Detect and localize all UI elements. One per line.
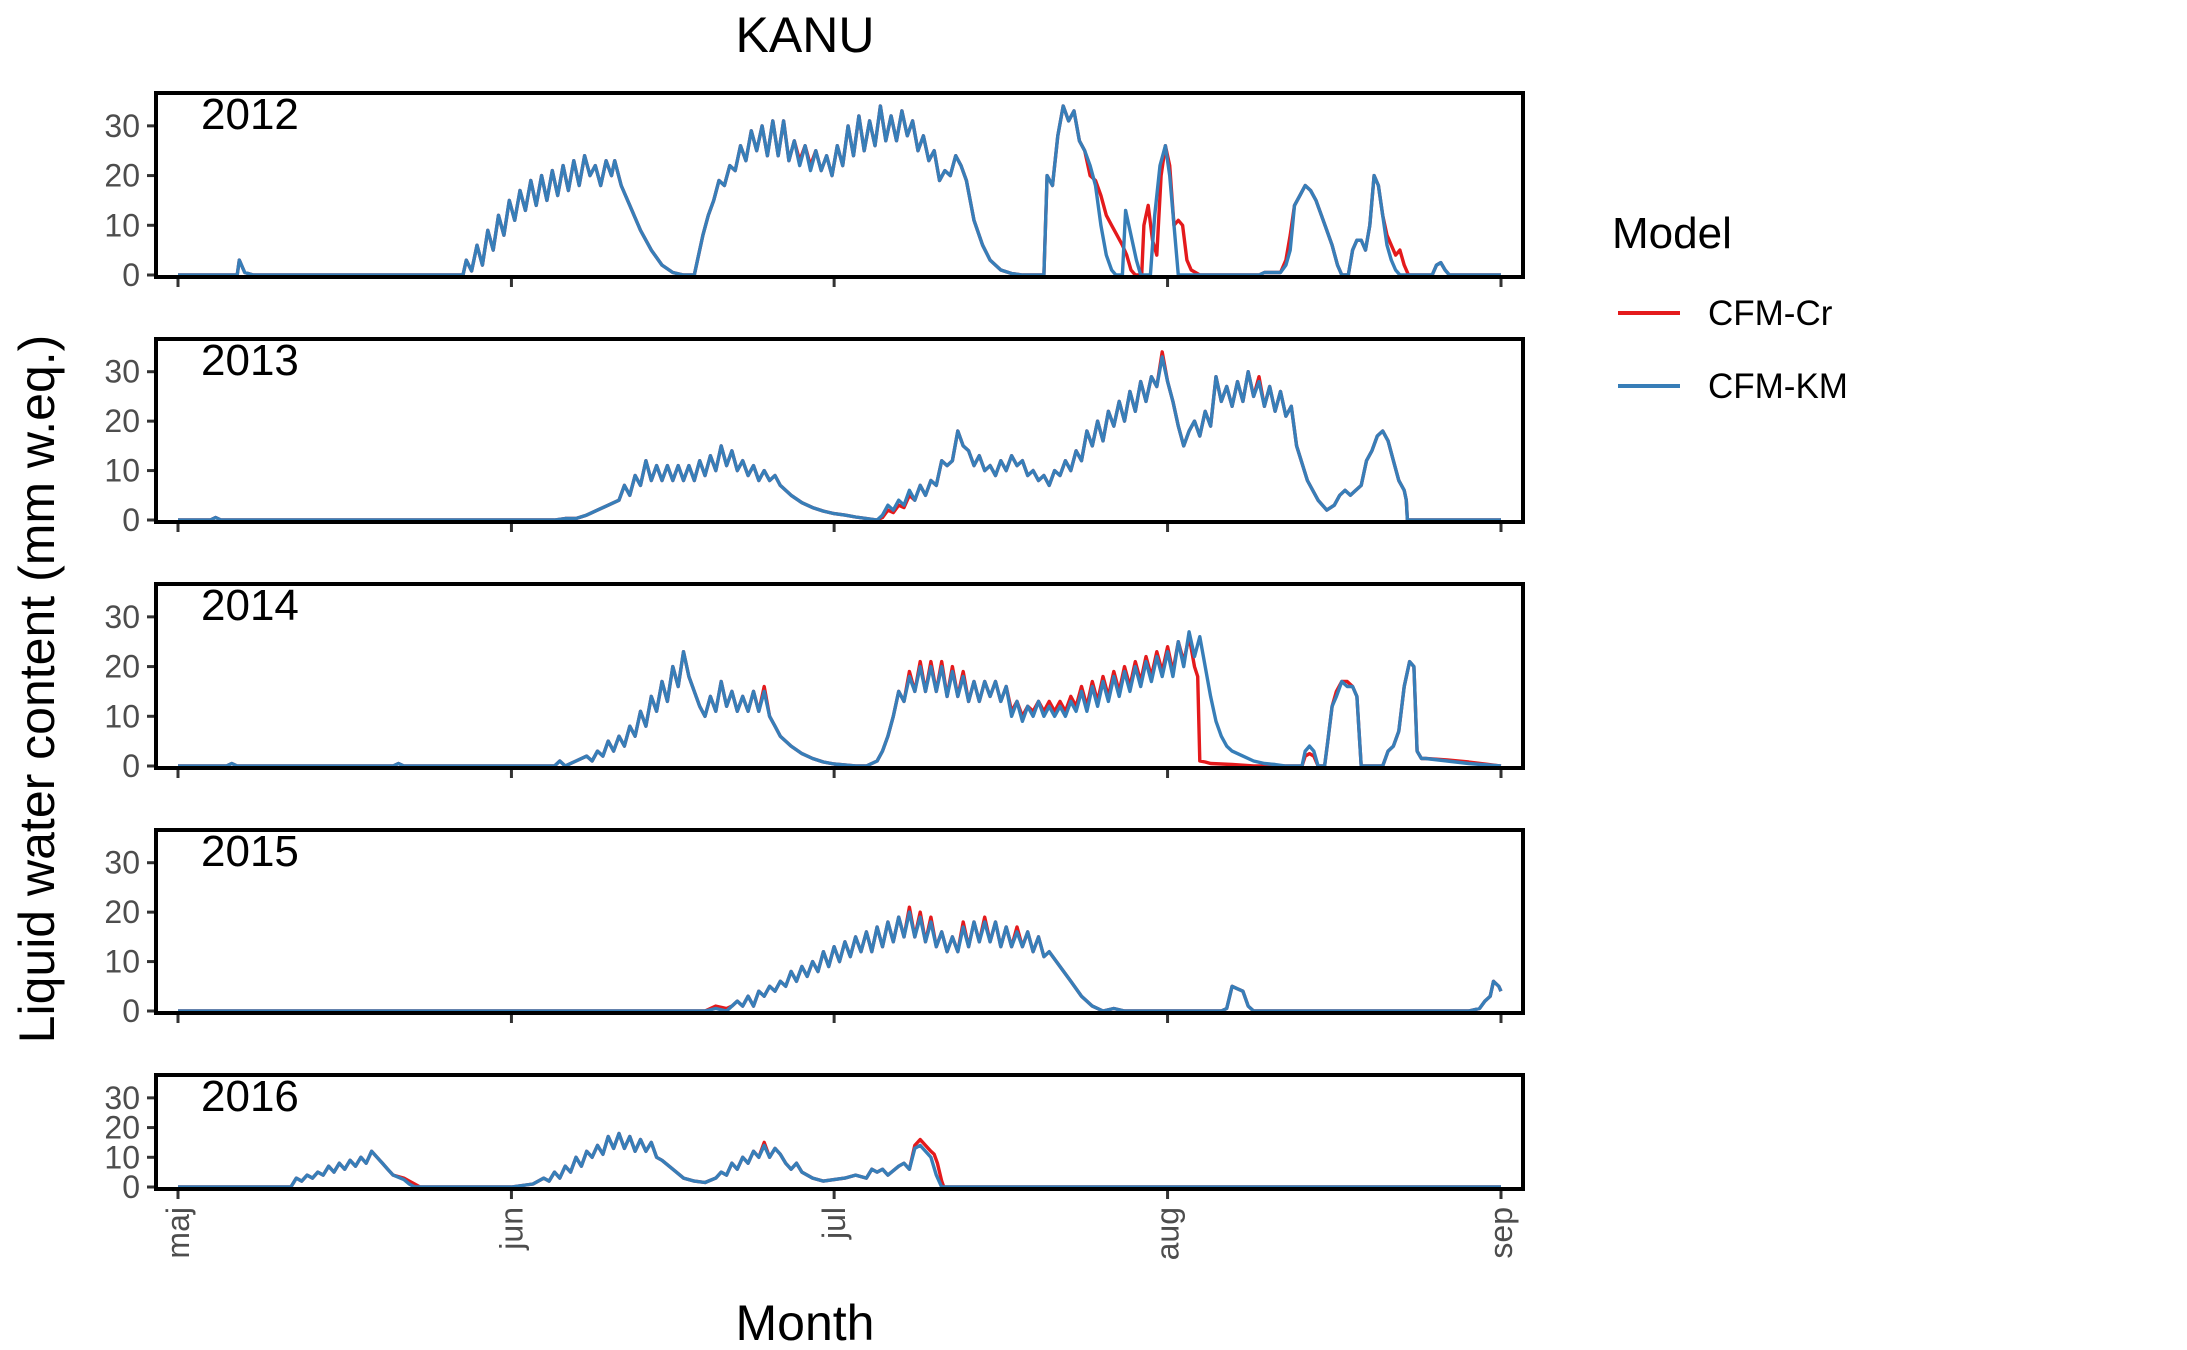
x-axis: maj jun jul aug sep: [160, 1207, 1519, 1260]
y-tick-label: 30: [104, 108, 140, 144]
panel-border: [154, 828, 1525, 1015]
y-tick-label: 10: [104, 207, 140, 243]
panel-2012: 0 10 20 30 2012: [104, 90, 1525, 293]
y-tick-label: 30: [104, 845, 140, 881]
y-tick-label: 30: [104, 354, 140, 390]
y-tick-label: 0: [122, 257, 140, 293]
panel-year-label: 2015: [201, 827, 299, 876]
y-tick-label: 0: [122, 502, 140, 538]
y-tick-label: 20: [104, 158, 140, 194]
panel-2014: 0 10 20 30 2014: [104, 581, 1525, 784]
series-line-cfm-km-2015: [178, 910, 1503, 1013]
panel-2015: 0 10 20 30 2015: [104, 827, 1525, 1029]
panel-year-label: 2014: [201, 581, 299, 630]
x-tick-label-maj: maj: [160, 1207, 196, 1259]
y-tick-label: 20: [104, 894, 140, 930]
x-tick-label-aug: aug: [1150, 1207, 1186, 1260]
y-tick-label: 0: [122, 748, 140, 784]
panel-year-label: 2013: [201, 336, 299, 385]
panel-border: [154, 582, 1525, 770]
y-tick-label: 20: [104, 1110, 140, 1146]
series-line-cfm-cr-2014: [178, 635, 1502, 768]
y-tick-label: 30: [104, 599, 140, 635]
panel-year-label: 2016: [201, 1072, 299, 1121]
series-line-cfm-km-2014: [178, 630, 1502, 768]
y-tick-label: 30: [104, 1080, 140, 1116]
x-tick-label-sep: sep: [1483, 1207, 1519, 1259]
y-tick-label: 20: [104, 403, 140, 439]
panel-year-label: 2012: [201, 90, 299, 139]
panel-2013: 0 10 20 30 2013: [104, 336, 1525, 538]
legend-label-cfm-km: CFM-KM: [1708, 367, 1848, 406]
y-tick-label: 10: [104, 1139, 140, 1175]
panel-border: [154, 337, 1525, 524]
y-axis-title: Liquid water content (mm w.eq.): [9, 335, 65, 1044]
legend: Model CFM-Cr CFM-KM: [1612, 209, 1848, 406]
y-tick-label: 20: [104, 649, 140, 685]
x-tick-label-jul: jul: [816, 1207, 852, 1240]
panel-border: [154, 1073, 1525, 1191]
series-line-cfm-km-2013: [178, 355, 1501, 522]
series-line-cfm-cr-2013: [178, 350, 1501, 522]
x-tick-label-jun: jun: [493, 1207, 529, 1251]
panel-border: [154, 91, 1525, 279]
y-tick-label: 0: [122, 993, 140, 1029]
y-tick-label: 0: [122, 1169, 140, 1205]
x-axis-title: Month: [736, 1295, 875, 1350]
series-line-cfm-km-2012: [178, 104, 1501, 277]
series-line-cfm-km-2016: [178, 1131, 1501, 1189]
chart-title: KANU: [736, 7, 875, 63]
y-tick-label: 10: [104, 698, 140, 734]
legend-label-cfm-cr: CFM-Cr: [1708, 294, 1833, 333]
legend-title: Model: [1612, 209, 1732, 258]
y-tick-label: 10: [104, 453, 140, 489]
y-tick-label: 10: [104, 944, 140, 980]
